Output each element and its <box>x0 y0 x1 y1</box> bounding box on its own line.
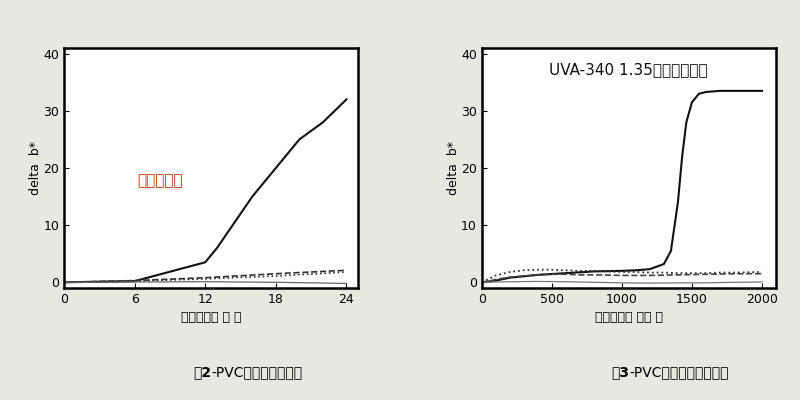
Text: 亚利桑那州: 亚利桑那州 <box>137 173 182 188</box>
Text: UVA-340 1.35，只紫外光照: UVA-340 1.35，只紫外光照 <box>549 62 708 77</box>
Text: -PVC薄膜、户外老化: -PVC薄膜、户外老化 <box>211 365 302 379</box>
Y-axis label: delta  b*: delta b* <box>446 141 460 195</box>
X-axis label: 曝晒时间（ 小时 ）: 曝晒时间（ 小时 ） <box>595 312 663 324</box>
Text: 图3: 图3 <box>611 365 629 379</box>
Text: -PVC薄膜、实验室老化: -PVC薄膜、实验室老化 <box>629 365 728 379</box>
Y-axis label: delta  b*: delta b* <box>29 141 42 195</box>
X-axis label: 曝晒时间（ 月 ）: 曝晒时间（ 月 ） <box>181 312 242 324</box>
Text: 图2: 图2 <box>193 365 211 379</box>
